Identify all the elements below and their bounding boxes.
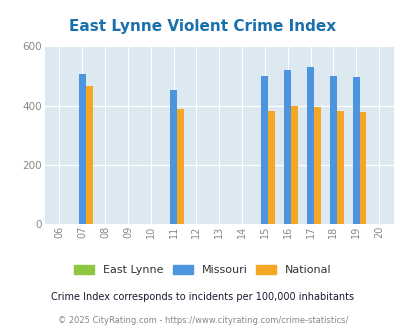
Bar xyxy=(79,74,85,224)
Bar xyxy=(336,111,343,224)
Bar xyxy=(306,67,313,224)
Bar xyxy=(352,77,359,224)
Text: Crime Index corresponds to incidents per 100,000 inhabitants: Crime Index corresponds to incidents per… xyxy=(51,292,354,302)
Legend: East Lynne, Missouri, National: East Lynne, Missouri, National xyxy=(71,261,334,279)
Bar xyxy=(268,111,275,224)
Bar xyxy=(329,76,336,224)
Bar xyxy=(261,76,268,224)
Bar xyxy=(177,109,183,224)
Bar xyxy=(170,90,177,224)
Text: East Lynne Violent Crime Index: East Lynne Violent Crime Index xyxy=(69,19,336,34)
Text: © 2025 CityRating.com - https://www.cityrating.com/crime-statistics/: © 2025 CityRating.com - https://www.city… xyxy=(58,315,347,325)
Bar xyxy=(284,70,290,224)
Bar xyxy=(290,106,297,224)
Bar xyxy=(85,86,92,224)
Bar xyxy=(359,112,366,224)
Bar xyxy=(313,107,320,224)
